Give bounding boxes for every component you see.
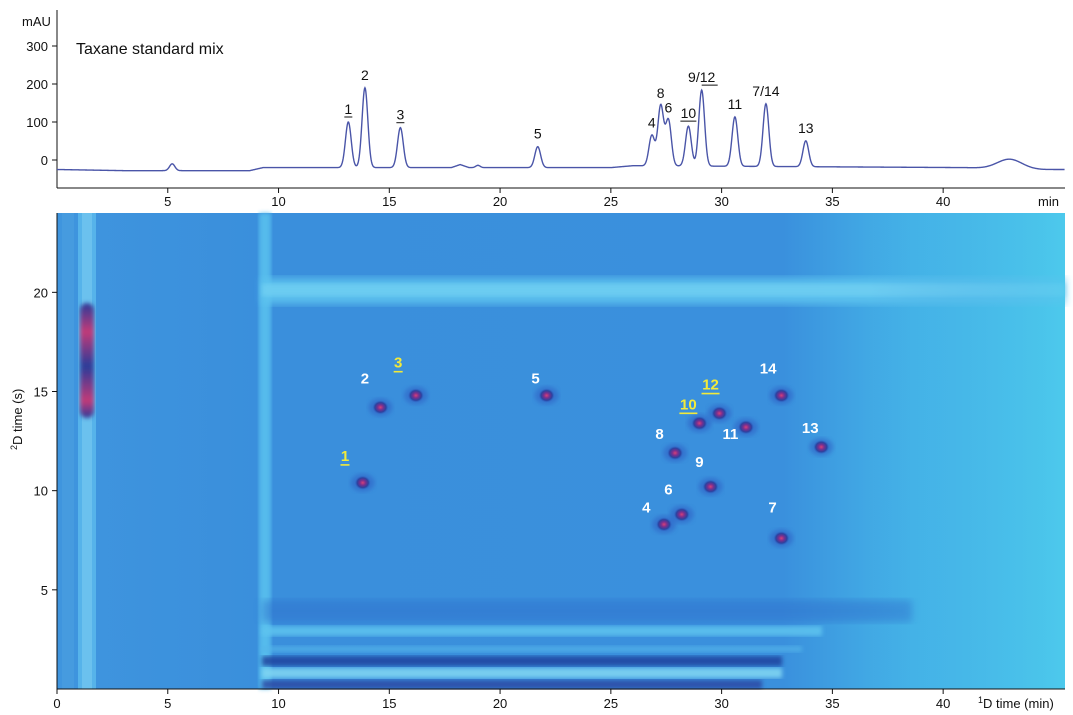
y-tick-label: 0 — [41, 153, 48, 168]
peak-label: 3 — [396, 107, 404, 123]
heatmap-y-tick-label: 15 — [34, 385, 48, 400]
x-tick-label: 40 — [936, 194, 950, 209]
heatmap-x-tick-label: 15 — [382, 696, 396, 711]
peak-label: 8 — [657, 85, 665, 101]
x-tick-label: 30 — [714, 194, 728, 209]
peak-label: 6 — [665, 99, 673, 115]
spot-label: 2 — [361, 371, 369, 388]
spot-label: 4 — [642, 499, 651, 516]
solvent-front-band — [259, 213, 271, 689]
chart-title: Taxane standard mix — [76, 41, 224, 58]
bottom-dark-band — [262, 656, 782, 666]
lower-light-band-2 — [262, 646, 802, 652]
peak-label: 10 — [681, 105, 697, 121]
spot-4 — [656, 517, 673, 532]
heatmap-x-tick-label: 40 — [936, 696, 950, 711]
right-light-region — [870, 213, 1065, 689]
heatmap-y-tick-label: 5 — [41, 583, 48, 598]
x-axis-unit-label: min — [1038, 194, 1059, 209]
peak-label: 9/12 — [688, 69, 715, 85]
y-tick-label: 100 — [26, 115, 48, 130]
injection-peak-streak — [80, 303, 94, 418]
heatmap-x-tick-label: 35 — [825, 696, 839, 711]
x-tick-label: 10 — [271, 194, 285, 209]
spot-label: 5 — [531, 371, 539, 388]
spot-label: 13 — [802, 420, 819, 437]
spot-5 — [538, 388, 555, 403]
spot-label: 11 — [723, 426, 739, 443]
peak-label: 7/14 — [752, 83, 779, 99]
peak-label: 5 — [534, 126, 542, 142]
chromatogram-trace — [56, 86, 1065, 172]
heatmap-x-axis-label: 1D time (min) — [978, 695, 1054, 711]
spot-3 — [407, 388, 424, 403]
spot-2 — [372, 400, 389, 415]
x-tick-label: 25 — [604, 194, 618, 209]
spot-13 — [813, 440, 830, 455]
heatmap-x-tick-label: 10 — [271, 696, 285, 711]
spot-label: 10 — [680, 396, 697, 413]
bottom-dark-band-2 — [262, 680, 762, 689]
lower-light-band — [262, 626, 822, 636]
heatmap-y-tick-label: 10 — [34, 484, 48, 499]
spot-label: 6 — [664, 482, 672, 499]
peak-label: 13 — [798, 120, 814, 136]
spot-label: 3 — [394, 355, 402, 372]
heatmap-y-tick-label: 20 — [34, 285, 48, 300]
injection-band-core — [82, 213, 92, 689]
left-light-band — [62, 213, 74, 689]
upper-light-band-core — [262, 284, 1065, 296]
spot-11 — [737, 420, 754, 435]
spot-12 — [711, 406, 728, 421]
spot-label: 7 — [768, 499, 776, 516]
peak-label: 1 — [344, 101, 352, 117]
spot-1 — [354, 475, 371, 490]
lower-dark-band — [262, 600, 912, 622]
heatmap-x-tick-label: 20 — [493, 696, 507, 711]
heatmap-x-tick-label: 5 — [164, 696, 171, 711]
heatmap-x-tick-label: 25 — [604, 696, 618, 711]
bottom-light-band — [262, 668, 782, 678]
spot-7 — [773, 531, 790, 546]
y-axis-unit-label: mAU — [22, 14, 51, 29]
spot-6 — [673, 507, 690, 522]
x-tick-label: 20 — [493, 194, 507, 209]
spot-label: 8 — [655, 426, 663, 443]
heatmap-y-axis-label: 2D time (s) — [9, 389, 25, 450]
y-tick-label: 200 — [26, 77, 48, 92]
peak-label: 2 — [361, 67, 369, 83]
spot-label: 1 — [341, 448, 349, 465]
spot-label: 12 — [702, 377, 719, 394]
spot-10 — [691, 416, 708, 431]
spot-label: 9 — [695, 454, 703, 471]
spot-9 — [702, 479, 719, 494]
spot-8 — [667, 445, 684, 460]
x-tick-label: 35 — [825, 194, 839, 209]
peak-label: 11 — [728, 96, 743, 112]
heatmap-x-tick-label: 30 — [714, 696, 728, 711]
spot-14 — [773, 388, 790, 403]
peak-label: 4 — [648, 114, 656, 130]
heatmap-x-tick-label: 0 — [53, 696, 60, 711]
x-tick-label: 15 — [382, 194, 396, 209]
y-tick-label: 300 — [26, 39, 48, 54]
x-tick-label: 5 — [164, 194, 171, 209]
spot-label: 14 — [760, 361, 777, 378]
chromatogram-panel: mAU Taxane standard mix min 0 100 200 300 5… — [22, 10, 1065, 209]
